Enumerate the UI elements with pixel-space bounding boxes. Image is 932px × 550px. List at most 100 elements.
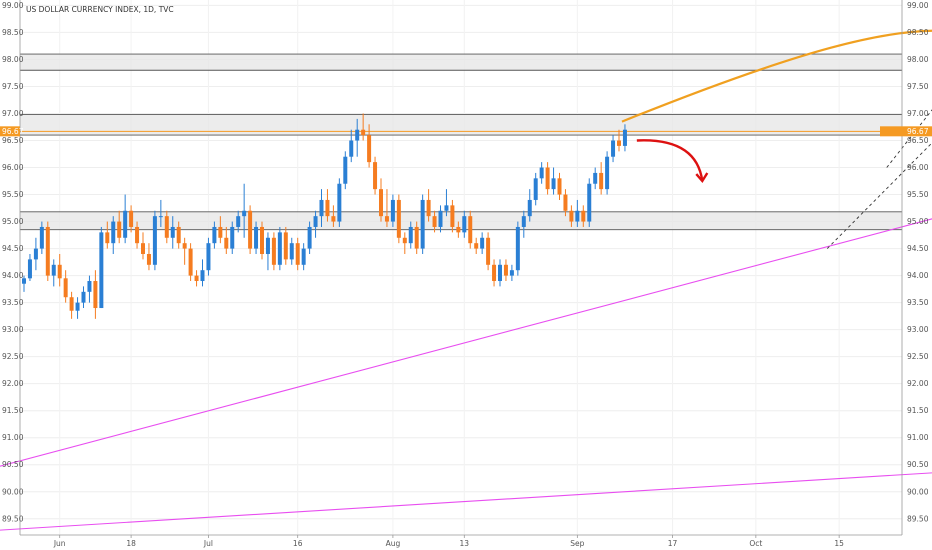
candle-body xyxy=(265,237,270,254)
y-tick-label-left: 90.50 xyxy=(2,460,24,469)
candle-body xyxy=(135,226,140,244)
candle-body xyxy=(141,243,145,254)
candle-body xyxy=(194,275,199,282)
y-tick-label-left: 96.00 xyxy=(2,163,24,172)
candle-body xyxy=(57,264,62,279)
candle-body xyxy=(176,226,181,244)
candle-body xyxy=(51,264,56,276)
y-tick-label-left: 92.50 xyxy=(2,352,24,361)
y-tick-label-left: 99.00 xyxy=(2,1,24,10)
y-tick-label-left: 93.50 xyxy=(2,298,24,307)
y-tick-label-right: 90.00 xyxy=(907,487,929,496)
candle-body xyxy=(337,183,342,222)
x-tick-label: 17 xyxy=(668,539,678,548)
candle-body xyxy=(462,216,467,233)
candle-body xyxy=(63,278,68,298)
candle-body xyxy=(521,216,526,227)
candle-body xyxy=(438,210,443,227)
candle-body xyxy=(289,243,294,260)
sr-zone xyxy=(20,54,902,71)
y-tick-label-right: 95.00 xyxy=(907,217,929,226)
y-tick-label-right: 96.50 xyxy=(907,136,929,145)
candle-body xyxy=(22,278,26,284)
candle-body xyxy=(355,129,360,141)
candle-body xyxy=(158,216,163,218)
y-tick-label-left: 90.00 xyxy=(2,487,24,496)
candle-body xyxy=(295,243,300,265)
candle-body xyxy=(105,232,110,244)
price-tag-marker xyxy=(880,126,902,137)
candle-body xyxy=(569,210,574,222)
x-tick-label: Aug xyxy=(386,539,401,548)
candle-body xyxy=(206,243,211,271)
y-tick-label-left: 95.50 xyxy=(2,190,24,199)
candle-body xyxy=(224,237,229,249)
candle-body xyxy=(242,210,247,217)
candle-body xyxy=(587,183,592,222)
candle-body xyxy=(111,221,116,244)
candle-body xyxy=(539,167,544,179)
candle-body xyxy=(260,226,264,254)
candle-body xyxy=(39,226,44,249)
candle-body xyxy=(99,232,104,309)
y-tick-label-right: 94.50 xyxy=(907,244,929,253)
y-tick-label-left: 98.50 xyxy=(2,28,24,37)
y-tick-label-right: 94.00 xyxy=(907,271,929,280)
candle-body xyxy=(170,226,175,238)
candle-body xyxy=(230,226,235,249)
candle-body xyxy=(182,243,187,249)
y-tick-label-left: 94.50 xyxy=(2,244,24,253)
x-tick-label: 18 xyxy=(126,539,136,548)
candle-body xyxy=(271,237,276,265)
y-tick-label-left: 94.00 xyxy=(2,271,24,280)
candle-body xyxy=(87,281,92,292)
candle-body xyxy=(474,243,479,249)
candle-body xyxy=(373,162,378,190)
chart-title: US DOLLAR CURRENCY INDEX, 1D, TVC xyxy=(26,5,174,14)
candle-body xyxy=(503,264,508,276)
y-tick-label-left: 97.00 xyxy=(2,109,24,118)
y-tick-label-right: 89.50 xyxy=(907,514,929,523)
candle-body xyxy=(331,216,336,222)
forecast-up-arrow xyxy=(621,29,932,123)
candle-body xyxy=(325,199,330,217)
forecast-down-arrowhead xyxy=(695,172,709,184)
candle-body xyxy=(129,210,134,227)
candle-body xyxy=(164,216,169,238)
candle-body xyxy=(509,270,514,276)
candle-body xyxy=(420,199,425,249)
candle-body xyxy=(533,178,538,200)
y-tick-label-right: 91.00 xyxy=(907,433,929,442)
candle-body xyxy=(617,140,621,146)
candle-body xyxy=(492,264,497,282)
candle-body xyxy=(212,226,217,244)
y-tick-label-left: 98.00 xyxy=(2,55,24,64)
candle-body xyxy=(486,237,491,265)
candle-body xyxy=(384,216,389,222)
candle-body xyxy=(45,226,50,276)
candle-body xyxy=(599,172,604,190)
candle-body xyxy=(69,297,74,311)
candle-body xyxy=(396,199,401,238)
trendline xyxy=(0,218,932,467)
candle-body xyxy=(450,205,455,227)
candle-body xyxy=(557,178,562,195)
candle-body xyxy=(515,226,520,271)
candle-body xyxy=(33,248,38,260)
y-tick-label-right: 99.00 xyxy=(907,1,929,10)
candle-body xyxy=(343,156,348,184)
dashed-channel-line xyxy=(826,142,932,249)
candle-body xyxy=(551,178,556,190)
candle-body xyxy=(349,140,354,157)
candle-body xyxy=(456,226,461,233)
candle-body xyxy=(152,216,157,265)
candle-body xyxy=(563,194,568,211)
y-tick-label-right: 97.50 xyxy=(907,82,929,91)
candle-body xyxy=(527,199,532,217)
x-tick-label: Oct xyxy=(749,539,762,548)
candle-body xyxy=(622,129,627,146)
candle-body xyxy=(367,135,372,163)
candle-body xyxy=(379,189,383,217)
